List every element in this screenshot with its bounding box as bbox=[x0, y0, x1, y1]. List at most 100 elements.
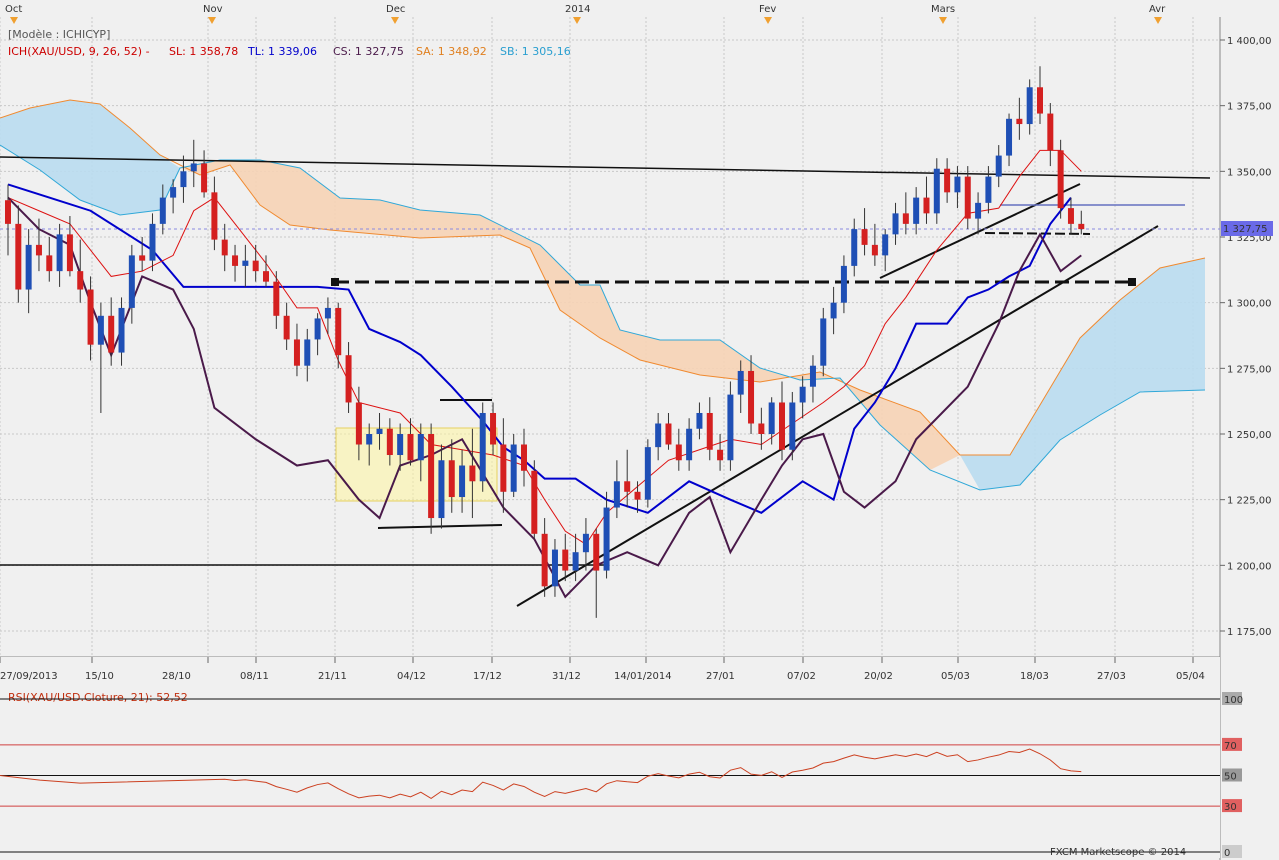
candle-body bbox=[593, 533, 600, 571]
candle-body bbox=[97, 315, 104, 345]
range-bottom-line[interactable] bbox=[377, 524, 503, 529]
candle-body bbox=[170, 187, 177, 198]
candle-body bbox=[5, 200, 11, 224]
candle-body bbox=[128, 255, 135, 308]
rsi-level-label: 0 bbox=[1224, 848, 1230, 859]
candle-body bbox=[861, 229, 868, 245]
candle-body bbox=[252, 260, 259, 272]
candle-body bbox=[1037, 87, 1043, 114]
uptrend-line-upper[interactable] bbox=[879, 183, 1081, 279]
candle-body bbox=[324, 307, 331, 319]
price-tick-label: 1 300,00 bbox=[1227, 299, 1272, 310]
candle-body bbox=[232, 255, 239, 266]
candle-body bbox=[902, 213, 909, 224]
rsi-level-tag bbox=[1222, 692, 1242, 705]
date-label: 27/01 bbox=[706, 671, 735, 682]
candle-body bbox=[510, 444, 517, 492]
candle-body bbox=[851, 229, 858, 266]
candle-body bbox=[748, 370, 755, 424]
month-label: Mars bbox=[931, 4, 955, 15]
month-label: Oct bbox=[5, 4, 22, 15]
candle-body bbox=[613, 481, 620, 508]
date-label: 21/11 bbox=[318, 671, 347, 682]
range-highlight-box[interactable] bbox=[335, 427, 498, 502]
candle-body bbox=[809, 365, 816, 387]
candle-body bbox=[985, 176, 992, 203]
month-label: 2014 bbox=[565, 4, 590, 15]
current-price-value: 1 327,75 bbox=[1223, 224, 1268, 235]
senkou-a-line bbox=[0, 99, 1206, 456]
candle-body bbox=[624, 481, 631, 492]
candle-body bbox=[479, 412, 486, 482]
model-label: [Modèle : ICHICYP] bbox=[8, 28, 110, 41]
candle-body bbox=[273, 281, 280, 316]
rsi-level-label: 100 bbox=[1224, 695, 1243, 706]
level-handle-left[interactable] bbox=[331, 278, 339, 286]
rsi-title: RSI(XAU/USD.Cloture, 21): 52,52 bbox=[8, 691, 188, 704]
price-tick-label: 1 225,00 bbox=[1227, 496, 1272, 507]
candle-body bbox=[871, 244, 878, 256]
cs-label: CS: 1 327,75 bbox=[333, 45, 404, 58]
candle-body bbox=[407, 434, 414, 461]
rsi-level-tag bbox=[1222, 845, 1242, 858]
candle-body bbox=[634, 491, 641, 500]
candle-body bbox=[366, 434, 373, 445]
candle-body bbox=[995, 155, 1002, 177]
price-tick-label: 1 250,00 bbox=[1227, 430, 1272, 441]
candle-body bbox=[438, 460, 445, 519]
date-label: 04/12 bbox=[397, 671, 426, 682]
candle-body bbox=[376, 428, 383, 434]
drawings[interactable] bbox=[0, 156, 1220, 607]
candle-body bbox=[1047, 113, 1054, 151]
rsi-level-tag bbox=[1222, 768, 1242, 782]
candle-body bbox=[1078, 223, 1085, 230]
candle-body bbox=[139, 255, 146, 261]
candle-body bbox=[263, 271, 269, 282]
level-handle-right[interactable] bbox=[1128, 278, 1136, 286]
resistance-line[interactable] bbox=[0, 156, 1211, 179]
cloud-bearish bbox=[180, 160, 960, 470]
uptrend-line-lower[interactable] bbox=[516, 225, 1159, 607]
date-label: 28/10 bbox=[162, 671, 191, 682]
candle-body bbox=[386, 428, 393, 456]
date-label: 20/02 bbox=[864, 671, 893, 682]
price-tick-label: 1 400,00 bbox=[1227, 36, 1272, 47]
candle-body bbox=[15, 223, 22, 290]
rsi-level-label: 50 bbox=[1224, 772, 1237, 783]
candle-body bbox=[293, 339, 300, 366]
candle-body bbox=[892, 213, 899, 235]
date-axis: 27/09/2013 15/10 28/10 08/11 21/11 04/12 17/12… bbox=[0, 657, 1220, 688]
candle-body bbox=[562, 549, 569, 571]
date-label: 07/02 bbox=[787, 671, 816, 682]
candle-body bbox=[572, 552, 579, 571]
month-label: Nov bbox=[203, 4, 223, 15]
date-label: 27/03 bbox=[1097, 671, 1126, 682]
candle-body bbox=[758, 423, 765, 434]
price-axis: 1 400,00 1 375,00 1 350,00 1 325,00 1 300,00… bbox=[1220, 36, 1272, 638]
candle-body bbox=[283, 315, 290, 340]
price-tick-label: 1 375,00 bbox=[1227, 102, 1272, 113]
rsi-level-tag bbox=[1222, 737, 1242, 751]
chikou-span-line bbox=[7, 196, 1082, 599]
tenkan-sen-line bbox=[7, 149, 1082, 546]
candle-body bbox=[686, 428, 693, 461]
date-label: 14/01/2014 bbox=[614, 671, 672, 682]
candle-body bbox=[221, 239, 228, 256]
price-tick-label: 1 325,00 bbox=[1227, 233, 1272, 244]
candle-body bbox=[913, 197, 920, 224]
candle-body bbox=[531, 470, 538, 534]
tl-label: TL: 1 339,06 bbox=[247, 45, 317, 58]
candle-body bbox=[779, 402, 785, 450]
rsi-line bbox=[0, 748, 1082, 800]
candle-body bbox=[46, 255, 53, 272]
candle-body bbox=[975, 202, 982, 219]
dashed-short-line[interactable] bbox=[984, 232, 1091, 235]
month-marker-icon bbox=[573, 17, 581, 24]
candle-body bbox=[727, 394, 734, 461]
month-marker-icon bbox=[10, 17, 18, 24]
candle-body bbox=[541, 533, 548, 587]
candle-body bbox=[335, 307, 342, 356]
candles bbox=[5, 66, 1085, 618]
candle-body bbox=[66, 234, 73, 272]
